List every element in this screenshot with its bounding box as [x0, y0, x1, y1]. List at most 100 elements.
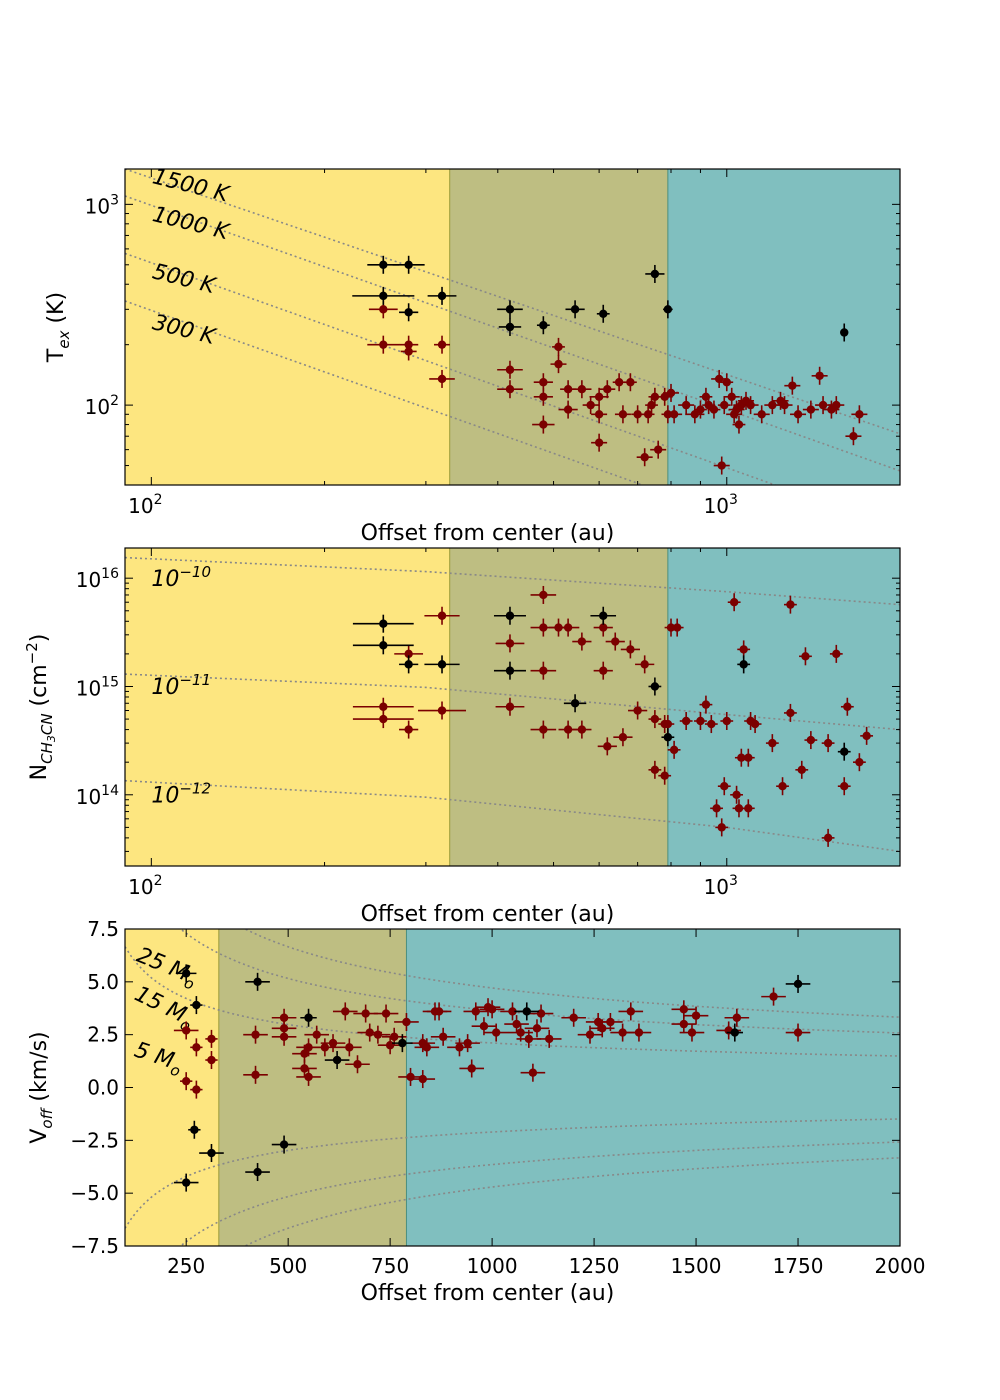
data-point — [699, 695, 713, 714]
data-point — [593, 661, 613, 680]
x-tick-label: 750 — [371, 1254, 409, 1278]
region-band — [406, 929, 900, 1246]
data-point — [802, 400, 819, 419]
data-point — [292, 1059, 317, 1078]
data-point — [424, 655, 460, 674]
x-axis-label: Offset from center (au) — [361, 521, 615, 546]
data-point — [598, 1012, 623, 1031]
data-point — [398, 1067, 423, 1086]
data-point — [520, 1063, 546, 1082]
data-point — [479, 1000, 505, 1019]
y-axis-label: NCH3CN (cm−2) — [23, 634, 58, 781]
data-point — [410, 1070, 436, 1089]
data-point — [190, 1080, 203, 1099]
data-point — [353, 1004, 378, 1023]
data-point — [785, 974, 811, 993]
data-point — [352, 614, 414, 633]
data-point — [828, 396, 845, 415]
data-point — [188, 1120, 201, 1139]
data-point — [618, 1002, 644, 1021]
data-point — [605, 632, 625, 651]
data-point — [678, 396, 695, 415]
data-point — [367, 335, 400, 354]
data-point — [641, 405, 655, 424]
data-point — [667, 740, 681, 759]
axis-ticks — [124, 169, 901, 486]
data-point — [730, 785, 743, 804]
data-point — [533, 387, 553, 406]
data-point — [459, 1059, 485, 1078]
data-point — [572, 380, 592, 399]
data-point — [724, 1008, 750, 1027]
data-point — [414, 1038, 440, 1057]
data-point — [190, 996, 203, 1015]
data-point — [727, 593, 741, 612]
reference-curve — [125, 556, 900, 606]
data-point — [173, 1173, 199, 1192]
data-point — [628, 701, 648, 720]
x-tick-label: 103 — [704, 873, 738, 899]
data-point — [720, 712, 734, 731]
data-point — [765, 734, 779, 753]
data-point — [720, 373, 734, 392]
data-point — [776, 777, 789, 796]
data-point — [661, 728, 675, 747]
data-point — [764, 396, 781, 415]
data-point — [300, 1008, 317, 1027]
data-point — [599, 380, 616, 399]
reference-curve — [125, 779, 900, 853]
data-point — [320, 1034, 346, 1053]
region-band — [449, 548, 668, 866]
data-point — [426, 1002, 452, 1021]
data-point — [337, 1038, 362, 1057]
data-point — [663, 300, 673, 319]
data-point — [536, 1029, 562, 1048]
data-point — [650, 440, 667, 459]
data-point — [591, 405, 608, 424]
data-point — [373, 1004, 399, 1023]
data-point — [737, 655, 751, 674]
data-point — [418, 701, 467, 720]
data-point — [613, 728, 633, 747]
y-tick-label: 2.5 — [87, 1023, 119, 1047]
data-point — [710, 799, 723, 818]
x-tick-label: 2000 — [875, 1254, 926, 1278]
data-point — [840, 323, 849, 342]
data-point — [741, 799, 755, 818]
y-tick-label: 7.5 — [87, 917, 119, 941]
x-axis-label: Offset from center (au) — [361, 1281, 615, 1306]
y-tick-label: −7.5 — [70, 1234, 119, 1258]
data-point — [852, 753, 866, 772]
data-point — [572, 632, 592, 651]
data-point — [392, 1034, 413, 1053]
x-tick-label: 102 — [128, 873, 162, 899]
y-tick-label: 1014 — [76, 783, 119, 809]
data-point — [685, 405, 705, 424]
data-point — [799, 647, 812, 666]
data-point — [205, 1029, 218, 1048]
data-point — [352, 636, 414, 655]
x-tick-label: 103 — [704, 492, 738, 518]
data-point — [399, 720, 419, 739]
y-tick-label: 5.0 — [87, 970, 119, 994]
x-tick-label: 1000 — [467, 1254, 518, 1278]
region-band — [449, 169, 668, 485]
keplerian-curve — [125, 946, 900, 1057]
data-point — [175, 964, 197, 983]
data-point — [205, 1051, 218, 1070]
panel-column-density: 10−10 10−11 10−12 102 103 1014 1015 1016 Offset … — [23, 547, 901, 927]
data-point — [271, 1027, 297, 1046]
data-point — [741, 748, 755, 767]
data-point — [717, 777, 731, 796]
data-point — [495, 697, 525, 716]
x-tick-label: 250 — [167, 1254, 205, 1278]
data-point — [795, 760, 809, 779]
data-point — [582, 396, 599, 415]
data-point — [552, 337, 565, 356]
data-point — [748, 715, 762, 734]
data-point — [180, 1072, 193, 1091]
data-point — [761, 987, 786, 1006]
data-point — [614, 405, 631, 424]
data-point — [804, 731, 818, 750]
data-point — [368, 300, 398, 319]
